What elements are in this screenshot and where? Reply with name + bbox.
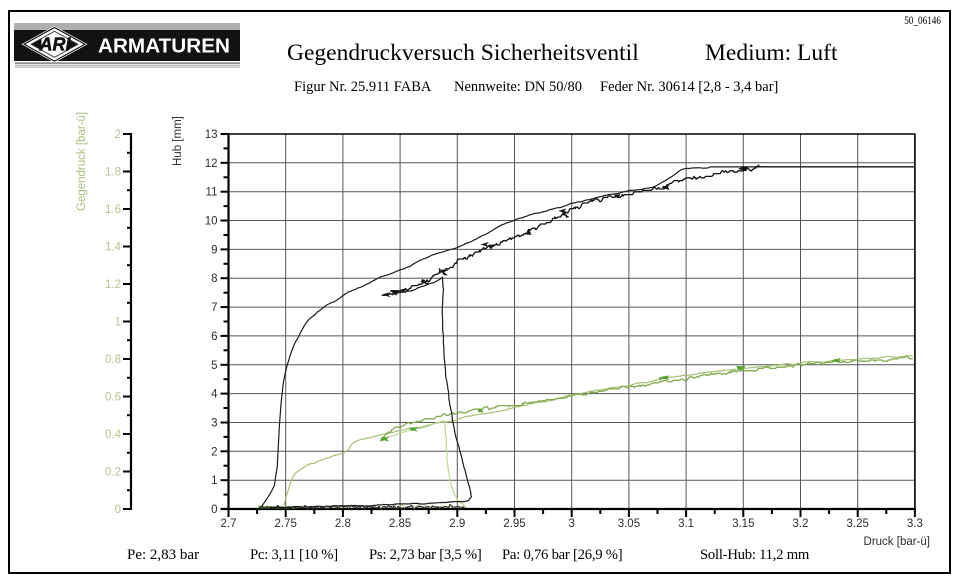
svg-text:1.4: 1.4: [105, 242, 122, 254]
svg-text:10: 10: [205, 216, 218, 228]
svg-text:0.6: 0.6: [105, 392, 121, 404]
svg-text:1.8: 1.8: [105, 167, 121, 179]
svg-text:3: 3: [568, 518, 574, 530]
svg-text:0.8: 0.8: [105, 354, 121, 366]
svg-text:2.95: 2.95: [503, 518, 525, 530]
svg-text:3.1: 3.1: [678, 518, 694, 530]
svg-text:1: 1: [115, 317, 121, 329]
svg-text:13: 13: [205, 129, 218, 141]
svg-text:3.25: 3.25: [847, 518, 869, 530]
svg-text:12: 12: [205, 158, 218, 170]
svg-text:2: 2: [211, 446, 217, 458]
svg-text:9: 9: [211, 244, 217, 256]
svg-text:2.75: 2.75: [275, 518, 297, 530]
svg-text:11: 11: [206, 187, 218, 199]
svg-text:6: 6: [211, 331, 217, 343]
svg-text:0: 0: [211, 504, 217, 516]
svg-text:2.85: 2.85: [389, 518, 411, 530]
svg-text:4: 4: [211, 389, 218, 401]
svg-text:Gegendruck [bar-ü]: Gegendruck [bar-ü]: [76, 112, 88, 211]
svg-text:1: 1: [211, 475, 217, 487]
svg-text:3.15: 3.15: [732, 518, 754, 530]
svg-text:3.2: 3.2: [793, 518, 809, 530]
svg-text:2.9: 2.9: [449, 518, 465, 530]
svg-text:Hub [mm]: Hub [mm]: [172, 116, 184, 166]
svg-text:1.2: 1.2: [105, 279, 121, 291]
svg-text:5: 5: [211, 360, 217, 372]
svg-text:ARMATUREN: ARMATUREN: [98, 36, 230, 58]
svg-text:2.8: 2.8: [335, 518, 351, 530]
svg-text:3.05: 3.05: [618, 518, 640, 530]
svg-text:2.7: 2.7: [221, 518, 237, 530]
svg-text:0.4: 0.4: [105, 429, 122, 441]
svg-text:1.6: 1.6: [105, 204, 121, 216]
svg-text:8: 8: [211, 273, 217, 285]
svg-text:ARI: ARI: [38, 35, 71, 55]
svg-text:Druck [bar-ü]: Druck [bar-ü]: [864, 536, 930, 548]
svg-text:0: 0: [115, 504, 121, 516]
svg-text:3.3: 3.3: [907, 518, 923, 530]
svg-text:7: 7: [211, 302, 217, 314]
svg-text:2: 2: [115, 129, 121, 141]
svg-text:0.2: 0.2: [105, 467, 121, 479]
svg-text:3: 3: [211, 418, 217, 430]
